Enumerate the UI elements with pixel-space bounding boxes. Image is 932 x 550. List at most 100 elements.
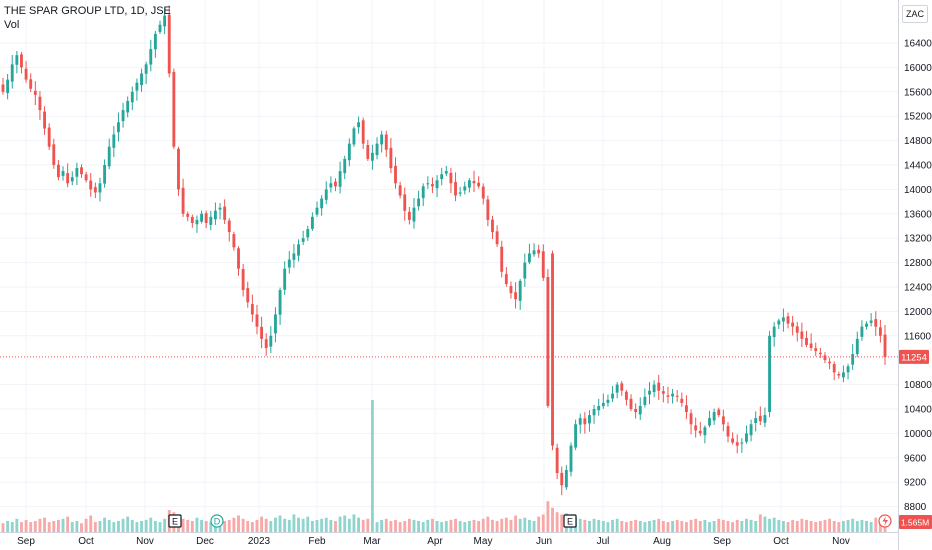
volume-bar [15, 518, 19, 532]
volume-bar [708, 522, 711, 532]
candle-body [1, 84, 5, 92]
volume-bar [671, 521, 675, 532]
last-price-label: 11254 [901, 352, 927, 363]
volume-bar [426, 519, 430, 532]
candle-body [227, 220, 231, 233]
volume-bar [126, 516, 130, 532]
candle-body [186, 213, 190, 217]
candle-body [828, 361, 832, 364]
last-price-badge [899, 349, 929, 364]
candle-body [15, 55, 19, 65]
volume-bar [504, 517, 508, 532]
volume-bar [20, 522, 23, 532]
volume-bar [551, 507, 554, 532]
volume-bar [140, 521, 143, 532]
candle-body [366, 145, 370, 159]
volume-bar [153, 521, 157, 532]
candle-body [786, 316, 790, 324]
volume-bar [532, 521, 536, 532]
candle-body [768, 335, 771, 413]
candle-body [694, 425, 698, 431]
volume-bar [135, 522, 139, 532]
volume-bar [754, 521, 758, 532]
volume-bar [149, 517, 153, 532]
candle-body [315, 207, 319, 215]
volume-bar [6, 521, 10, 532]
candle-body [749, 424, 753, 436]
volume-bar [541, 514, 545, 532]
candle-body [800, 331, 804, 339]
volume-bar [389, 521, 393, 532]
candle-body [878, 327, 882, 336]
earnings-event-marker[interactable] [168, 514, 182, 528]
candle-body [865, 323, 868, 327]
volume-bar [643, 522, 647, 532]
dividend-event-marker[interactable] [210, 514, 224, 528]
candle-body [869, 320, 873, 323]
candle-body [126, 100, 130, 113]
x-tick-label: Feb [308, 536, 326, 547]
candle-body [407, 211, 411, 220]
candle-body [329, 183, 333, 188]
candle-body [578, 418, 582, 425]
volume-bar [818, 521, 822, 532]
last-volume-badge [899, 515, 932, 529]
volume-bar [24, 519, 28, 532]
volume-bar [652, 519, 656, 532]
candle-body [486, 199, 490, 220]
volume-bar [223, 521, 227, 532]
chart-grid [0, 0, 898, 532]
candle-body [735, 442, 739, 446]
candle-body [80, 167, 83, 175]
candle-body [444, 171, 448, 174]
volume-bar [357, 517, 361, 532]
volume-bar [412, 519, 416, 532]
volume-legend[interactable]: Vol [4, 19, 20, 31]
candle-body [449, 172, 453, 184]
currency-badge[interactable]: ZAC [902, 5, 928, 23]
y-tick-label: 10400 [904, 405, 932, 416]
volume-bar [144, 519, 148, 532]
candle-body [260, 326, 264, 339]
candle-body [717, 409, 721, 416]
candle-body [638, 405, 642, 415]
candle-body [777, 320, 781, 325]
volume-bar [347, 518, 351, 532]
volume-bar [846, 519, 850, 532]
volume-bar [467, 521, 471, 532]
candle-body [772, 326, 776, 338]
volume-bar [823, 519, 827, 532]
candle-body [634, 409, 638, 413]
volume-bar [195, 517, 199, 532]
volume-bar [712, 521, 716, 532]
candle-body [384, 134, 388, 150]
volume-bar [384, 518, 388, 532]
symbol-legend[interactable]: THE SPAR GROUP LTD, 1D, JSE [4, 5, 171, 17]
candle-body [232, 234, 236, 248]
candle-body [181, 187, 185, 214]
y-tick-label: 12800 [904, 258, 932, 269]
volume-bar [763, 516, 767, 532]
volume-bar [260, 516, 264, 532]
volume-bar [292, 514, 296, 532]
candle-body [514, 292, 518, 300]
candle-body [117, 122, 120, 133]
volume-bar [407, 518, 411, 532]
earnings-event-marker[interactable] [563, 514, 577, 528]
candle-body [10, 64, 14, 82]
volume-bar [89, 515, 93, 532]
candle-body [121, 110, 125, 122]
volume-bars [1, 400, 887, 532]
candle-body [712, 412, 716, 421]
candle-body [144, 64, 148, 74]
candle-body [666, 395, 670, 397]
candle-body [190, 216, 194, 223]
candle-body [93, 187, 97, 193]
candle-body [652, 384, 656, 393]
event-marker-label: D [214, 517, 221, 527]
candle-body [135, 82, 139, 91]
volume-bar [449, 519, 453, 532]
volume-bar [417, 521, 421, 532]
